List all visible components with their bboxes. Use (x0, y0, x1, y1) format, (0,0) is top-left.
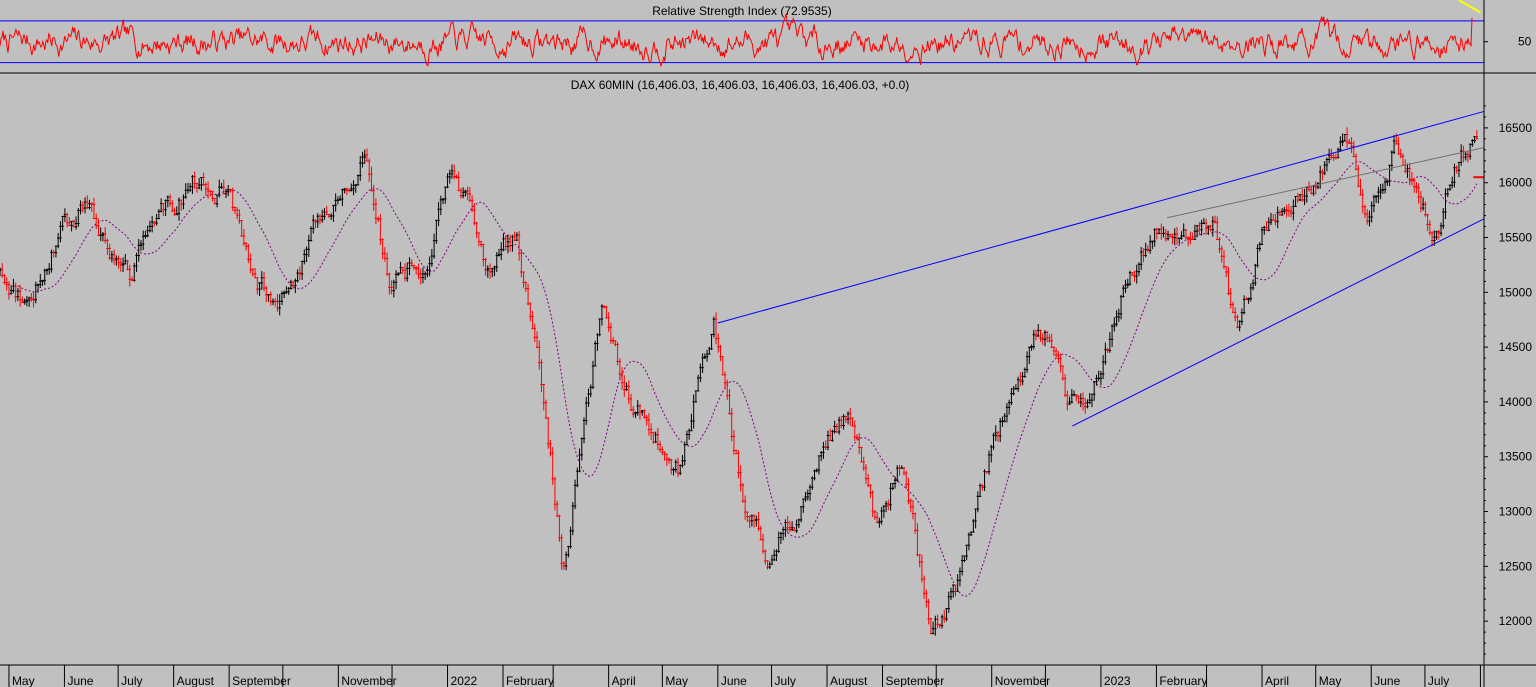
x-tick-label: July (121, 674, 142, 687)
x-tick-label: June (67, 674, 93, 687)
price-y-tick-label: 12500 (1499, 559, 1533, 573)
price-y-tick-label: 12000 (1499, 614, 1533, 628)
price-y-tick-label: 13000 (1499, 505, 1533, 519)
x-tick-label: July (775, 674, 796, 687)
rsi-levels (0, 20, 1484, 64)
x-tick-label: April (1265, 674, 1289, 687)
price-panel: DAX 60MIN (16,406.03, 16,406.03, 16,406.… (0, 78, 1533, 655)
rsi-series (0, 13, 1473, 68)
x-tick-label: August (830, 674, 868, 687)
x-tick-label: May (12, 674, 35, 687)
price-y-tick-label: 14000 (1499, 395, 1533, 409)
moving-average-path (17, 161, 1478, 597)
rsi-line (0, 13, 1473, 68)
price-candles (0, 127, 1479, 636)
price-y-axis: 12000 12500 13000 13500 14000 14500 15000 15500… (1484, 105, 1533, 655)
rsi-title: Relative Strength Index (72.9535) (652, 4, 831, 18)
x-tick-label: September (232, 674, 291, 687)
price-y-tick-label: 14500 (1499, 340, 1533, 354)
x-axis: May June July August September November 2022 Fe… (8, 665, 1481, 687)
x-tick-label: February (506, 674, 554, 687)
trendline-0 (717, 110, 1485, 324)
rsi-y-tick-label: 50 (1518, 35, 1532, 49)
x-tick-label: August (177, 674, 215, 687)
x-tick-label: November (341, 674, 396, 687)
rsi-trendline-line (1458, 0, 1481, 14)
x-tick-label: July (1428, 674, 1449, 687)
moving-average-line (17, 161, 1478, 597)
price-y-tick-label: 16000 (1499, 176, 1533, 190)
x-tick-label: November (995, 674, 1050, 687)
x-tick-label: June (1374, 674, 1400, 687)
price-y-tick-label: 16500 (1499, 121, 1533, 135)
x-tick-label: June (721, 674, 747, 687)
x-tick-label: April (612, 674, 636, 687)
rsi-panel: Relative Strength Index (72.9535) 50 (0, 0, 1532, 68)
x-tick-label: 2023 (1104, 674, 1131, 687)
price-y-tick-label: 15000 (1499, 285, 1533, 299)
x-tick-label: 2022 (451, 674, 478, 687)
rsi-trendline (1458, 0, 1481, 14)
rsi-y-axis: 50 (1484, 35, 1532, 49)
price-trendlines (717, 110, 1485, 427)
price-y-tick-label: 13500 (1499, 450, 1533, 464)
price-y-tick-label: 15500 (1499, 231, 1533, 245)
x-tick-label: May (1319, 674, 1342, 687)
trendline-1 (1072, 218, 1485, 427)
price-title: DAX 60MIN (16,406.03, 16,406.03, 16,406.… (571, 78, 910, 92)
x-tick-label: May (665, 674, 688, 687)
trendline-2 (1167, 147, 1485, 219)
x-tick-label: September (886, 674, 945, 687)
x-tick-label: February (1159, 674, 1207, 687)
